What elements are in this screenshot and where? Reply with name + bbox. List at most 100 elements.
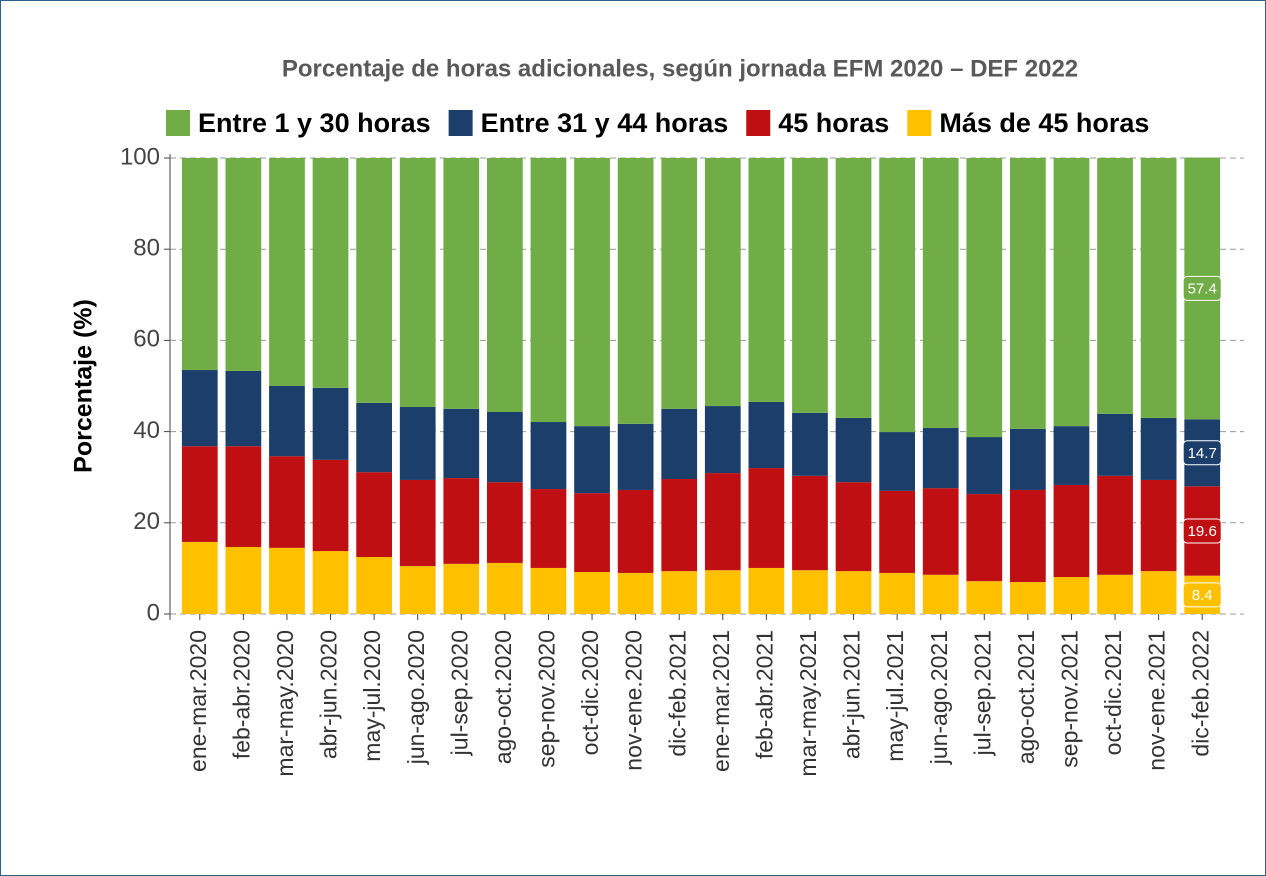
legend-label: 45 horas <box>778 108 889 138</box>
x-tick-label: sep-nov.2021 <box>1057 630 1083 768</box>
bar-segment <box>922 488 959 575</box>
bar-segment <box>487 482 523 563</box>
bar-segment <box>1140 417 1177 480</box>
y-tick-label: 100 <box>120 143 160 170</box>
y-tick-label: 40 <box>133 417 160 444</box>
bar-segment <box>530 489 567 568</box>
legend-swatch <box>448 110 473 136</box>
bar-segment <box>835 482 872 572</box>
bar-segment <box>356 158 392 403</box>
bar-segment <box>792 158 828 413</box>
x-tick-label: ene-mar.2021 <box>708 630 734 772</box>
bar-segment <box>356 402 392 473</box>
bar-segment <box>748 401 785 469</box>
legend-label: Entre 31 y 44 horas <box>481 108 729 138</box>
bar-segment <box>661 479 698 572</box>
bar-segment <box>1010 158 1046 429</box>
y-tick-label: 80 <box>133 235 160 262</box>
bar-segment <box>966 437 1003 495</box>
data-label: 57.4 <box>1188 280 1217 297</box>
bar-segment <box>269 386 305 457</box>
bar-segment <box>704 570 741 614</box>
bar-segment <box>748 158 785 402</box>
bar-segment <box>835 571 872 614</box>
bar-segment <box>225 546 262 614</box>
bar-segment <box>487 158 523 412</box>
bar-segment <box>356 472 392 557</box>
bar-segment <box>1053 577 1090 614</box>
bar-segment <box>443 478 480 564</box>
bar-segment <box>1097 413 1133 476</box>
bar-segment <box>225 158 262 371</box>
bar-segment <box>966 158 1003 438</box>
bar-segment <box>399 406 436 480</box>
bar-segment <box>574 572 610 614</box>
bar-segment <box>704 158 741 407</box>
x-tick-label: feb-abr.2020 <box>228 630 254 759</box>
x-tick-label: ago-oct.2020 <box>490 630 516 764</box>
bar-segment <box>879 490 915 573</box>
bar-segment <box>1010 428 1046 490</box>
bar-segment <box>530 567 567 614</box>
data-label-box <box>1182 582 1222 608</box>
bar-segment <box>966 581 1003 614</box>
bar-segment <box>574 426 610 494</box>
x-tick-label: jun-ago.2020 <box>403 630 429 765</box>
bar-segment <box>879 158 915 433</box>
bar-segment <box>879 432 915 491</box>
bar-segment <box>1053 158 1090 427</box>
x-tick-label: nov-ene.2020 <box>621 630 647 771</box>
bar-segment <box>1140 571 1177 614</box>
x-tick-label: abr-jun.2021 <box>839 630 865 759</box>
bar-segment <box>574 158 610 427</box>
x-tick-label: oct-dic.2021 <box>1100 630 1126 755</box>
data-label: 19.6 <box>1188 523 1217 540</box>
bar-segment <box>181 370 218 447</box>
bar-segment <box>530 158 567 423</box>
bar-segment <box>225 370 262 447</box>
y-axis-title: Porcentaje (%) <box>70 299 98 473</box>
bar-segment <box>1140 158 1177 418</box>
bar-segment <box>312 158 349 388</box>
bar-segment <box>269 456 305 548</box>
legend-swatch <box>166 110 190 136</box>
x-tick-label: sep-nov.2020 <box>534 630 560 768</box>
x-tick-label: ago-oct.2021 <box>1013 630 1039 764</box>
bar-segment <box>1053 484 1090 578</box>
bar-segment <box>835 158 872 418</box>
bar-segment <box>617 158 654 424</box>
bar-segment <box>269 547 305 614</box>
data-label-box <box>1182 518 1222 544</box>
bar-segment <box>617 423 654 490</box>
legend-label: Más de 45 horas <box>939 108 1149 138</box>
data-label-box <box>1182 440 1222 466</box>
bar-segment <box>704 473 741 571</box>
x-tick-label: dic-feb.2021 <box>664 630 690 757</box>
x-tick-label: nov-ene.2021 <box>1144 630 1170 771</box>
bar-segment <box>487 411 523 483</box>
bar-segment <box>225 446 262 547</box>
legend-label: Entre 1 y 30 horas <box>198 108 431 138</box>
bar-segment <box>922 158 959 428</box>
bar-segment <box>1010 489 1046 583</box>
y-tick-label: 60 <box>133 326 160 353</box>
bar-segment <box>617 572 654 614</box>
x-tick-label: oct-dic.2020 <box>577 630 603 755</box>
x-tick-label: abr-jun.2020 <box>316 630 342 759</box>
bar-segment <box>835 417 872 483</box>
bar-segment <box>181 541 218 614</box>
bar-segment <box>661 158 698 409</box>
x-tick-label: may-jul.2021 <box>882 630 908 762</box>
data-label: 14.7 <box>1188 445 1217 462</box>
bar-segment <box>966 494 1003 582</box>
y-tick-label: 0 <box>147 599 160 626</box>
x-tick-label: may-jul.2020 <box>359 630 385 762</box>
x-tick-label: jul-sep.2020 <box>446 630 472 756</box>
bar-segment <box>792 412 828 476</box>
bar-segment <box>443 563 480 614</box>
bar-segment <box>748 468 785 568</box>
bar-segment <box>1140 479 1177 572</box>
bar-segment <box>617 489 654 573</box>
bar-segment <box>399 479 436 567</box>
